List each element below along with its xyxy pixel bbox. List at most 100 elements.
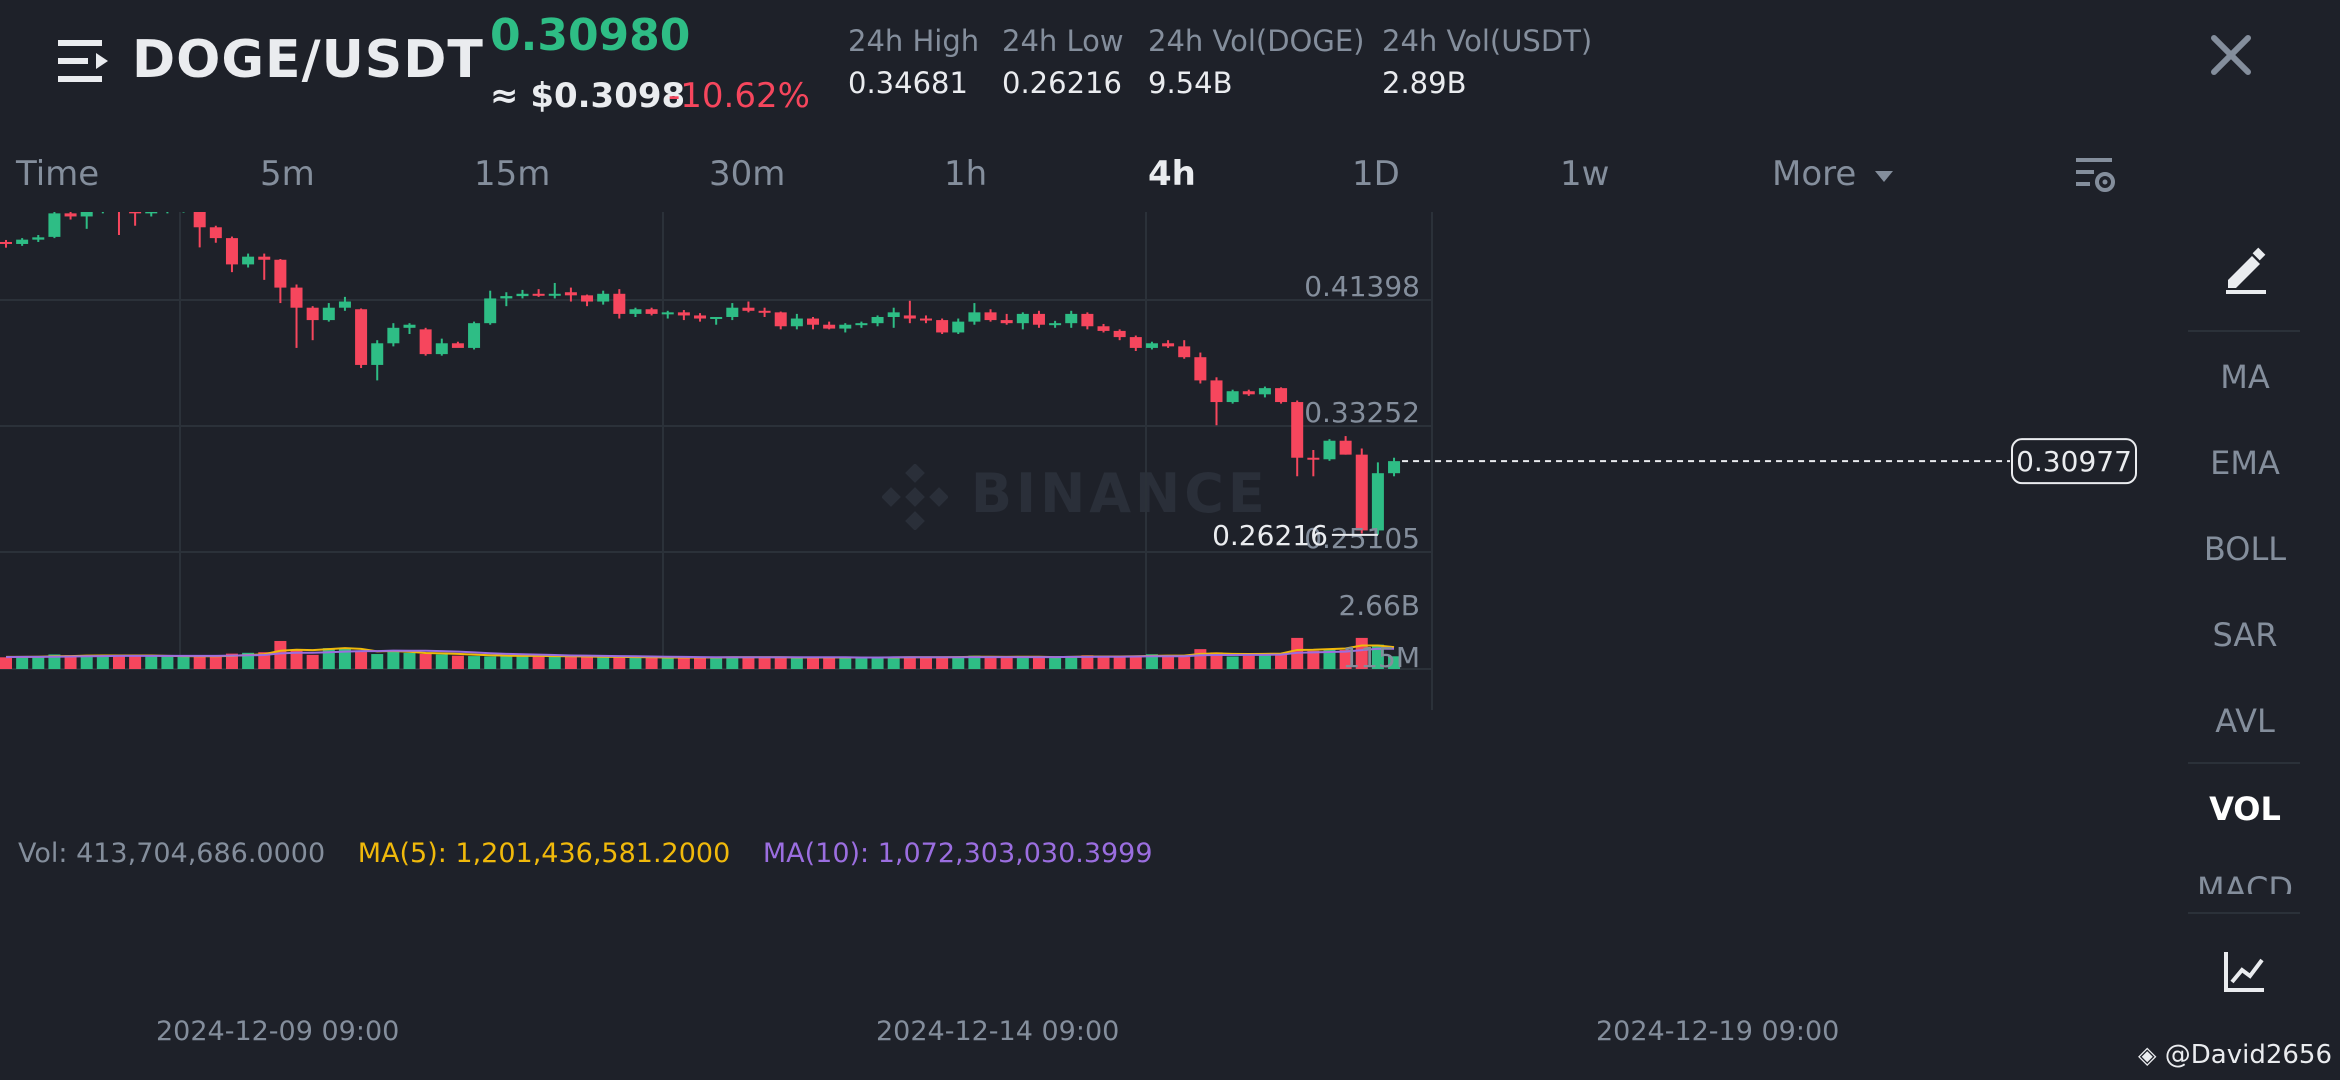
tab-5m[interactable]: 5m bbox=[260, 154, 315, 194]
volume-bar[interactable] bbox=[371, 654, 384, 669]
volume-bar[interactable] bbox=[419, 653, 432, 669]
candle-body[interactable] bbox=[903, 315, 916, 319]
close-icon[interactable] bbox=[2208, 32, 2254, 78]
volume-bar[interactable] bbox=[1275, 654, 1288, 669]
tab-1d[interactable]: 1D bbox=[1352, 154, 1400, 194]
candle-body[interactable] bbox=[322, 307, 335, 321]
volume-bar[interactable] bbox=[209, 656, 222, 669]
candle-body[interactable] bbox=[500, 296, 513, 299]
candle-body[interactable] bbox=[145, 212, 158, 214]
candle-body[interactable] bbox=[710, 316, 723, 319]
candle-body[interactable] bbox=[290, 287, 303, 308]
indicator-macd[interactable]: MACD bbox=[2197, 870, 2293, 894]
candle-body[interactable] bbox=[338, 301, 351, 308]
volume-bar[interactable] bbox=[145, 656, 158, 669]
candle-body[interactable] bbox=[677, 312, 690, 316]
volume-bar[interactable] bbox=[984, 657, 997, 669]
volume-bar[interactable] bbox=[710, 656, 723, 669]
candle-body[interactable] bbox=[1242, 391, 1255, 395]
candle-body[interactable] bbox=[484, 298, 497, 324]
candle-body[interactable] bbox=[1145, 343, 1158, 348]
volume-bar[interactable] bbox=[661, 657, 674, 669]
volume-bar[interactable] bbox=[1145, 654, 1158, 669]
volume-bar[interactable] bbox=[48, 654, 61, 669]
candle-body[interactable] bbox=[1226, 391, 1239, 403]
volume-bar[interactable] bbox=[613, 657, 626, 669]
volume-bar[interactable] bbox=[242, 652, 255, 669]
candle-body[interactable] bbox=[1194, 357, 1207, 381]
volume-bar[interactable] bbox=[1258, 655, 1271, 669]
indicator-boll[interactable]: BOLL bbox=[2203, 530, 2287, 568]
tab-4h[interactable]: 4h bbox=[1148, 154, 1196, 194]
tab-time[interactable]: Time bbox=[16, 154, 100, 194]
volume-bar[interactable] bbox=[1242, 655, 1255, 669]
volume-bar[interactable] bbox=[742, 657, 755, 669]
volume-bar[interactable] bbox=[290, 649, 303, 669]
candle-body[interactable] bbox=[1371, 473, 1384, 531]
volume-bar[interactable] bbox=[1194, 649, 1207, 669]
draw-tool-icon[interactable] bbox=[2222, 246, 2270, 294]
volume-bar[interactable] bbox=[1210, 652, 1223, 669]
candle-body[interactable] bbox=[758, 310, 771, 313]
volume-bar[interactable] bbox=[403, 652, 416, 669]
volume-bar[interactable] bbox=[1065, 656, 1078, 669]
candle-body[interactable] bbox=[1129, 337, 1142, 348]
candle-body[interactable] bbox=[80, 212, 93, 217]
candle-body[interactable] bbox=[597, 293, 610, 302]
candle-body[interactable] bbox=[468, 323, 481, 348]
tab-more[interactable]: More bbox=[1772, 154, 1895, 194]
candle-body[interactable] bbox=[48, 213, 61, 237]
candle-body[interactable] bbox=[32, 237, 45, 240]
candle-body[interactable] bbox=[0, 241, 12, 244]
candle-body[interactable] bbox=[613, 293, 626, 314]
candle-body[interactable] bbox=[1291, 402, 1304, 458]
volume-bar[interactable] bbox=[871, 657, 884, 669]
candle-body[interactable] bbox=[306, 307, 319, 321]
volume-bar[interactable] bbox=[581, 656, 594, 669]
volume-bar[interactable] bbox=[129, 655, 142, 669]
candle-body[interactable] bbox=[871, 316, 884, 324]
candle-body[interactable] bbox=[387, 327, 400, 344]
candle-body[interactable] bbox=[1032, 313, 1045, 325]
indicator-sar[interactable]: SAR bbox=[2212, 616, 2278, 654]
volume-bar[interactable] bbox=[1323, 649, 1336, 669]
volume-bar[interactable] bbox=[80, 655, 93, 669]
volume-bar[interactable] bbox=[564, 656, 577, 669]
candle-body[interactable] bbox=[1000, 320, 1013, 324]
candle-body[interactable] bbox=[209, 227, 222, 239]
candle-body[interactable] bbox=[839, 324, 852, 329]
volume-bar[interactable] bbox=[677, 657, 690, 669]
candle-body[interactable] bbox=[274, 259, 287, 288]
volume-bar[interactable] bbox=[1307, 650, 1320, 669]
candle-body[interactable] bbox=[629, 309, 642, 314]
volume-bar[interactable] bbox=[0, 657, 12, 669]
volume-bar[interactable] bbox=[807, 657, 819, 669]
candle-body[interactable] bbox=[403, 324, 416, 328]
volume-bar[interactable] bbox=[1178, 656, 1191, 669]
tab-30m[interactable]: 30m bbox=[709, 154, 786, 194]
candle-body[interactable] bbox=[823, 324, 836, 329]
price-chart[interactable]: 0.495450.413980.332520.251052.66B115M0.4… bbox=[0, 212, 2180, 1072]
candle-body[interactable] bbox=[1210, 380, 1223, 403]
volume-bar[interactable] bbox=[645, 657, 658, 669]
candle-body[interactable] bbox=[919, 318, 932, 321]
candle-body[interactable] bbox=[1323, 440, 1336, 460]
candle-body[interactable] bbox=[258, 256, 271, 260]
candle-body[interactable] bbox=[1307, 457, 1320, 460]
candle-body[interactable] bbox=[242, 256, 255, 265]
volume-bar[interactable] bbox=[1162, 656, 1175, 669]
candle-body[interactable] bbox=[807, 318, 819, 325]
candle-body[interactable] bbox=[968, 312, 981, 322]
trading-pair-title[interactable]: DOGE/USDT bbox=[132, 30, 484, 90]
indicator-avl[interactable]: AVL bbox=[2215, 702, 2275, 740]
volume-bar[interactable] bbox=[1081, 655, 1094, 669]
volume-bar[interactable] bbox=[629, 657, 642, 669]
volume-bar[interactable] bbox=[597, 657, 610, 669]
volume-bar[interactable] bbox=[435, 654, 448, 669]
volume-bar[interactable] bbox=[484, 656, 497, 669]
candle-body[interactable] bbox=[532, 293, 545, 296]
volume-bar[interactable] bbox=[16, 656, 29, 669]
volume-bar[interactable] bbox=[919, 657, 932, 669]
volume-bar[interactable] bbox=[177, 656, 190, 669]
candle-body[interactable] bbox=[1081, 313, 1094, 327]
